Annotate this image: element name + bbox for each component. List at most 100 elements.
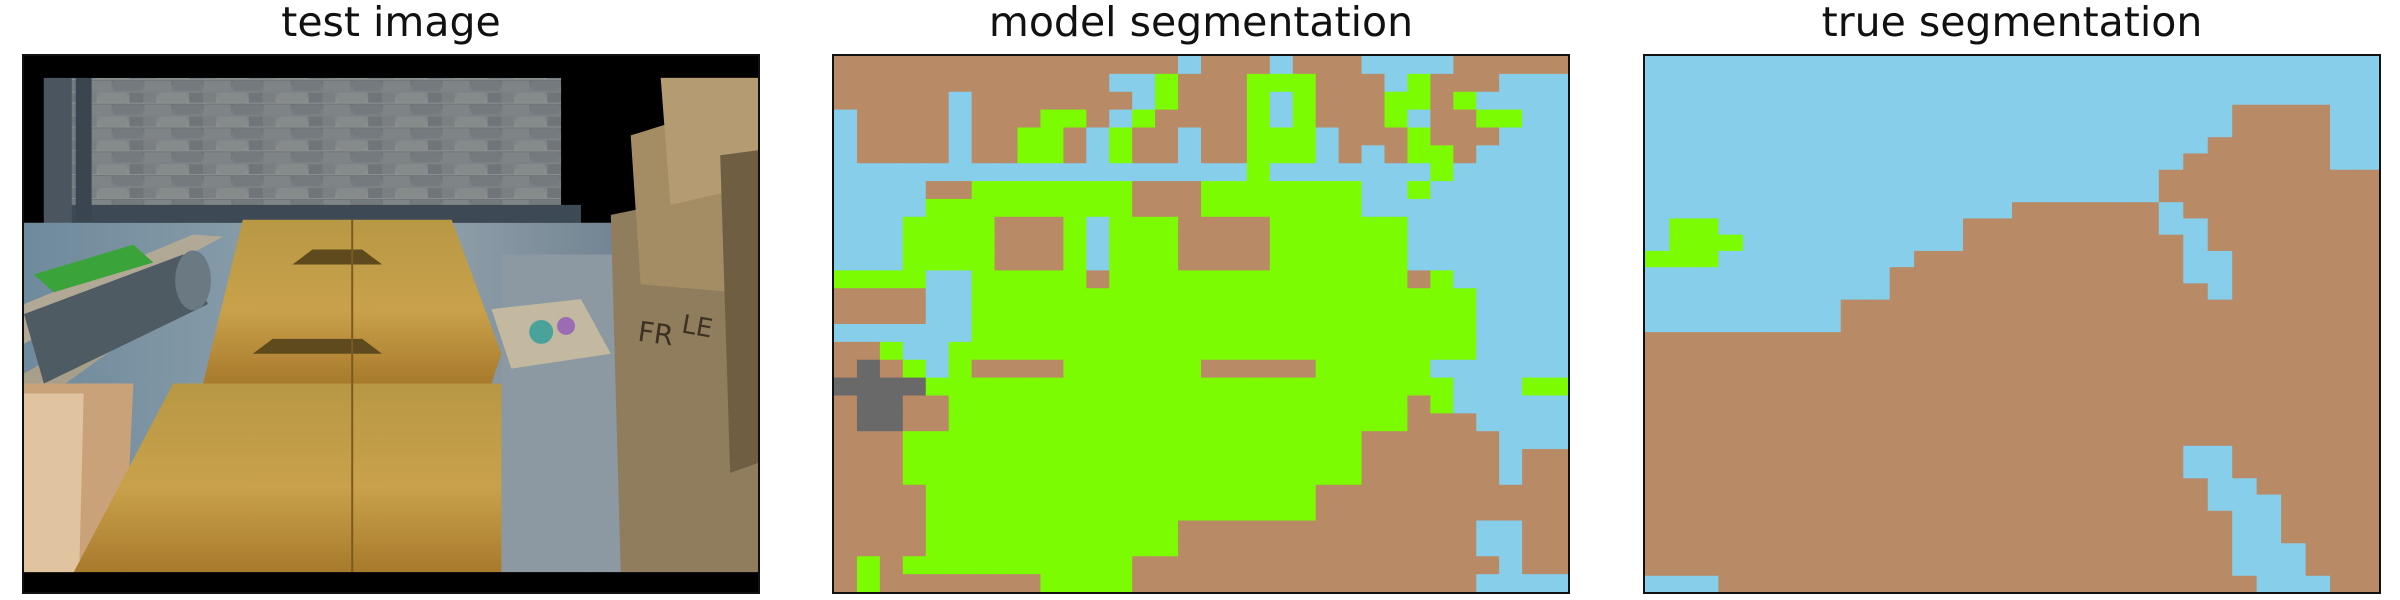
model-seg-cell [1178,431,1202,450]
model-seg-cell [1109,324,1133,343]
model-seg-cell [1017,73,1042,93]
model-seg-cell [1223,413,1248,432]
true-seg-cell [2012,478,2038,496]
model-seg-cell [971,466,996,486]
model-seg-cell [1178,466,1202,486]
true-seg-cell [1938,120,1964,138]
true-seg-cell [1914,575,1940,592]
model-seg-cell [948,395,973,414]
true-seg-cell [1889,429,1915,447]
model-seg-cell [1407,56,1431,75]
model-seg-cell [1201,377,1225,397]
true-seg-cell [2207,543,2233,561]
true-seg-cell [2060,559,2086,577]
model-seg-cell [971,520,996,539]
model-seg-cell [1292,484,1317,504]
model-seg-cell [1315,145,1340,164]
model-seg-cell [1545,73,1568,93]
model-seg-cell [1430,484,1454,504]
model-seg-cell [1223,163,1248,182]
model-seg-cell [1269,109,1294,129]
true-seg-cell [1718,559,1744,577]
true-seg-cell [1645,202,1671,220]
model-seg-cell [879,91,904,111]
true-seg-cell [2330,575,2356,592]
model-seg-cell [856,324,881,343]
model-seg-cell [1522,145,1546,164]
model-seg-cell [834,574,858,592]
true-seg-cell [2256,332,2282,349]
true-seg-cell [2109,332,2135,349]
true-seg-cell [2183,218,2209,236]
model-seg-cell [948,538,973,557]
model-seg-cell [1109,306,1133,325]
true-seg-cell [2085,218,2111,236]
model-seg-cell [856,198,881,218]
true-seg-cell [1816,527,1842,544]
model-seg-cell [948,181,973,200]
model-seg-cell [1223,484,1248,504]
true-seg-cell [1718,104,1744,122]
model-seg-cell [1338,163,1363,182]
model-seg-cell [1040,145,1064,164]
true-seg-cell [2281,202,2307,220]
model-seg-cell [1132,127,1156,146]
model-seg-cell [1269,520,1294,539]
true-seg-cell [1963,218,1989,236]
model-seg-cell [1109,181,1133,200]
true-seg-cell [2330,299,2356,317]
true-seg-cell [1963,137,1989,155]
model-seg-cell [1223,341,1248,361]
true-seg-cell [1669,153,1695,171]
model-seg-cell [1040,466,1064,486]
model-seg-cell [1407,556,1431,575]
true-seg-cell [1645,104,1671,122]
model-seg-cell [902,163,927,182]
model-seg-cell [1109,484,1133,504]
model-seg-cell [1109,163,1133,182]
model-seg-cell [1522,306,1546,325]
true-seg-cell [1987,527,2013,544]
true-seg-cell [1742,88,1768,106]
true-seg-cell [2060,380,2086,398]
true-seg-cell [1914,234,1940,252]
true-seg-cell [2207,267,2233,284]
true-seg-cell [1840,185,1866,203]
true-seg-cell [2158,575,2184,592]
true-seg-cell [1693,575,1719,592]
model-seg-cell [1040,574,1064,592]
model-seg-cell [1522,91,1546,111]
true-seg-cell [2207,315,2233,333]
true-seg-cell [1914,413,1940,431]
true-seg-cell [1987,88,2013,106]
model-seg-cell [925,181,950,200]
true-seg-cell [1987,559,2013,577]
model-seg-cell [1246,556,1271,575]
true-seg-cell [2281,445,2307,463]
true-seg-cell [2305,527,2331,544]
true-seg-cell [2207,380,2233,398]
model-seg-cell [971,395,996,414]
model-seg-cell [1086,234,1110,254]
true-seg-cell [2060,218,2086,236]
model-seg-cell [1407,252,1431,271]
true-seg-cell [1963,397,1989,414]
model-seg-cell [971,109,996,129]
true-seg-cell [1865,445,1891,463]
true-seg-cell [1645,575,1671,592]
true-seg-cell [2060,185,2086,203]
model-seg-cell [1499,163,1523,182]
model-seg-cell [1384,181,1409,200]
model-seg-cell [1040,431,1064,450]
true-seg-cell [2232,104,2258,122]
true-seg-cell [1742,429,1768,447]
true-seg-cell [1987,202,2013,220]
true-seg-cell [1865,397,1891,414]
true-seg-cell [2012,202,2038,220]
model-seg-cell [1476,324,1500,343]
true-seg-cell [1767,478,1793,496]
model-seg-cell [1109,502,1133,522]
true-seg-cell [2158,380,2184,398]
true-seg-cell [1718,234,1744,252]
model-seg-cell [1522,520,1546,539]
